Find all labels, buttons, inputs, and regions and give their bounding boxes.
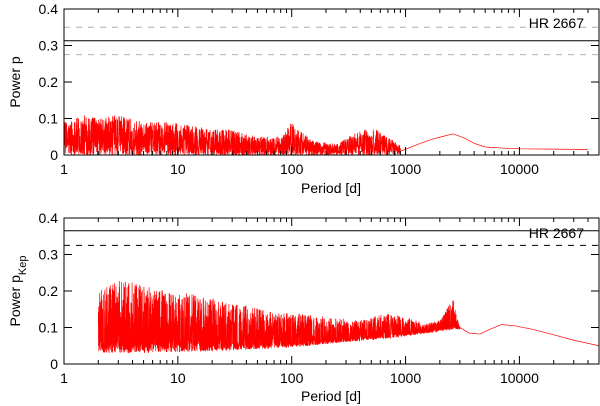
top-series-periodogram xyxy=(64,115,588,155)
bottom-y-tick-label: 0.3 xyxy=(39,247,59,263)
bottom-series-keplerian-periodogram xyxy=(97,280,599,354)
bottom-y-axis-title-main: Power p xyxy=(7,275,23,327)
top-y-tick-label: 0.2 xyxy=(39,74,59,90)
top-x-axis-title: Period [d] xyxy=(301,180,361,196)
top-threshold-layer xyxy=(64,26,599,56)
top-x-tick-label: 100 xyxy=(280,161,304,177)
bottom-x-tick-label: 1000 xyxy=(390,370,421,386)
top-y-axis-title: Power p xyxy=(7,56,23,108)
bottom-x-tick-label: 10 xyxy=(170,370,186,386)
top-legend-label: HR 2667 xyxy=(529,15,584,31)
bottom-series-layer xyxy=(97,280,599,354)
bottom-x-tick-label: 10000 xyxy=(500,370,539,386)
top-y-tick-label: 0.3 xyxy=(39,38,59,54)
top-y-tick-label: 0 xyxy=(50,147,58,163)
bottom-y-tick-label: 0 xyxy=(50,356,58,372)
bottom-y-tick-label: 0.2 xyxy=(39,283,59,299)
bottom-x-tick-label: 1 xyxy=(60,370,68,386)
bottom-y-axis-title-subscript: Kep xyxy=(17,256,29,276)
top-y-tick-label: 0.1 xyxy=(39,111,59,127)
bottom-tick-layer: 0 0.1 0.2 0.3 0.4 1 10 100 1000 10000 xyxy=(39,210,600,386)
bottom-x-tick-label: 100 xyxy=(280,370,304,386)
top-y-axis-title-main: Power p xyxy=(7,56,23,108)
bottom-periodogram-panel: 0 0.1 0.2 0.3 0.4 1 10 100 1000 10000 HR 2667 Per… xyxy=(7,210,600,404)
top-x-tick-label: 1 xyxy=(60,161,68,177)
bottom-x-axis-title: Period [d] xyxy=(301,388,361,404)
top-series-layer xyxy=(64,115,588,155)
bottom-y-axis-title: Power pKep xyxy=(7,256,29,327)
top-x-tick-label: 10000 xyxy=(500,161,539,177)
bottom-y-tick-label: 0.1 xyxy=(39,320,59,336)
top-x-tick-label: 10 xyxy=(170,161,186,177)
bottom-y-tick-label: 0.4 xyxy=(39,210,59,226)
top-periodogram-panel: 0 0.1 0.2 0.3 0.4 1 10 100 1000 10000 HR 2667 Per… xyxy=(7,1,600,196)
bottom-threshold-layer xyxy=(64,230,599,246)
top-x-tick-label: 1000 xyxy=(390,161,421,177)
bottom-legend-label: HR 2667 xyxy=(529,225,584,241)
top-y-tick-label: 0.4 xyxy=(39,1,59,17)
top-tick-layer: 0 0.1 0.2 0.3 0.4 1 10 100 1000 10000 xyxy=(39,1,600,177)
